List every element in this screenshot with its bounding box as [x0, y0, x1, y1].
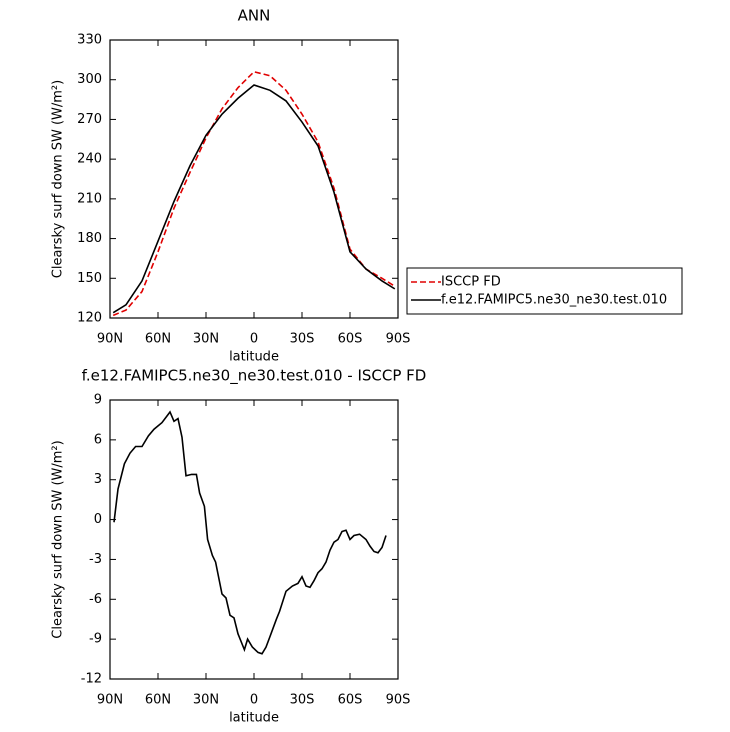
- y-tick-label: 6: [94, 432, 102, 447]
- x-tick-label: 30S: [290, 693, 315, 708]
- legend-box: [406, 267, 683, 315]
- y-tick-label: 210: [77, 191, 102, 206]
- y-tick-label: 300: [77, 72, 102, 87]
- y-tick-label: 9: [94, 393, 102, 408]
- legend-label: f.e12.FAMIPC5.ne30_ne30.test.010: [441, 293, 667, 308]
- y-tick-label: 0: [94, 512, 102, 527]
- plot-frame: [109, 39, 399, 319]
- y-tick-label: 180: [77, 231, 102, 246]
- x-tick-label: 0: [250, 332, 258, 347]
- y-tick-label: 150: [77, 271, 102, 286]
- x-tick-label: 90S: [386, 332, 411, 347]
- x-tick-label: 30N: [193, 332, 219, 347]
- y-axis-label: Clearsky surf down SW (W/m²): [51, 440, 66, 638]
- data-line: [113, 410, 387, 655]
- y-tick-label: 330: [77, 33, 102, 48]
- legend-label: ISCCP FD: [441, 275, 501, 290]
- x-tick-label: 90N: [97, 693, 123, 708]
- x-tick-label: 30S: [290, 332, 315, 347]
- x-tick-label: 60S: [338, 332, 363, 347]
- y-tick-label: -3: [89, 552, 102, 567]
- x-axis-label: latitude: [229, 711, 279, 726]
- x-tick-label: 60N: [145, 332, 171, 347]
- y-tick-label: -6: [89, 592, 102, 607]
- plot-frame: [109, 399, 399, 680]
- x-tick-label: 30N: [193, 693, 219, 708]
- y-tick-label: 3: [94, 472, 102, 487]
- x-axis-label: latitude: [229, 350, 279, 365]
- data-line: [112, 84, 396, 314]
- y-tick-label: 270: [77, 112, 102, 127]
- x-tick-label: 90S: [386, 693, 411, 708]
- chart-title: f.e12.FAMIPC5.ne30_ne30.test.010 - ISCCP…: [82, 367, 427, 386]
- y-axis-label: Clearsky surf down SW (W/m²): [51, 80, 66, 278]
- x-tick-label: 60S: [338, 693, 363, 708]
- data-line: [112, 70, 396, 317]
- y-tick-label: -9: [89, 632, 102, 647]
- y-tick-label: 120: [77, 311, 102, 326]
- x-tick-label: 0: [250, 693, 258, 708]
- x-tick-label: 90N: [97, 332, 123, 347]
- chart-title: ANN: [238, 7, 271, 25]
- x-tick-label: 60N: [145, 693, 171, 708]
- y-tick-label: 240: [77, 152, 102, 167]
- y-tick-label: -12: [81, 672, 102, 687]
